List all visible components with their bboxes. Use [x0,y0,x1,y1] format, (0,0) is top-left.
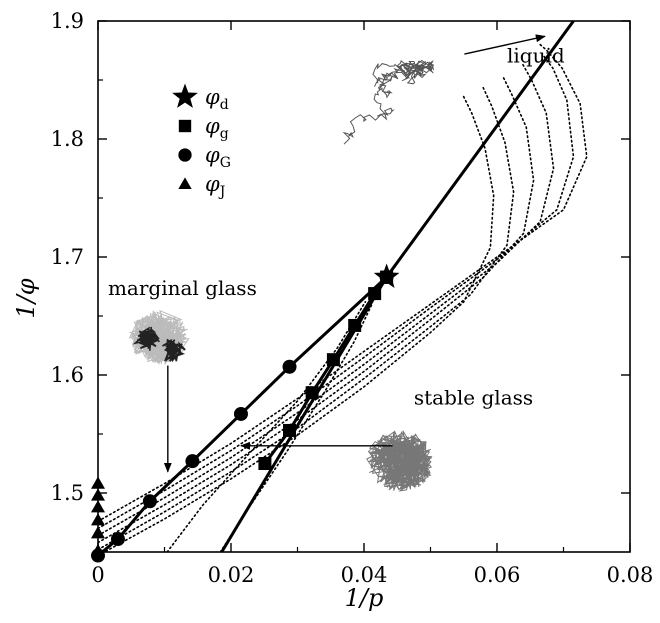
point-phi-G-1 [110,532,125,547]
y-tick-label-2: 1.7 [51,245,84,269]
point-phi-G-2 [142,494,157,509]
legend-label-G: φG [205,143,231,171]
x-tick-label-4: 0.08 [607,563,654,587]
point-phi-g-0 [258,457,272,470]
cage-cluster-1 [132,326,161,351]
point-phi-G-5 [282,359,297,374]
arrow-layer [163,34,546,473]
point-phi-g-4 [348,318,362,332]
point-phi-g-3 [326,353,340,367]
annotation-liquid: liquid [507,43,565,67]
series-line-glass-eos-8 [98,62,555,537]
legend-marker-circle [178,148,192,162]
x-tick-label-2: 0.04 [341,563,388,587]
trajectory-layer [128,59,435,492]
legend-label-d: φd [205,85,229,113]
legend-marker-square [178,119,192,133]
point-phi-g-1 [283,423,297,437]
axis-layer: 0 0.02 0.04 0.06 0.08 1.5 1.6 1.7 1.8 1.9 1/p 1/φ [12,9,653,612]
annotation-marginal-glass: marginal glass [108,276,257,300]
series-line-glass-eos-10 [98,43,588,523]
y-tick-label-0: 1.5 [51,481,84,505]
y-tick-label-1: 1.6 [51,363,84,387]
legend-marker-star [172,83,198,108]
series-line-glass-eos-6 [98,85,515,551]
x-tick-label-1: 0.02 [208,563,255,587]
y-tick-label-4: 1.9 [51,9,84,33]
legend-label-J: φJ [205,172,225,200]
point-phi-g-2 [305,386,319,400]
arrow-0 [464,34,546,55]
cage-cluster-2 [161,338,186,363]
series-line-glass-eos-7 [98,74,535,544]
annotation-stable-glass: stable glass [414,386,533,410]
point-phi-G-3 [185,454,200,469]
y-axis-title: 1/φ [12,278,40,318]
series-line-glass-eos-11 [166,301,367,552]
trajectory-marginal-glass [128,309,190,366]
cage-core [166,343,179,356]
y-tick-label-3: 1.8 [51,127,84,151]
point-phi-g-5 [368,287,382,301]
x-tick-label-3: 0.06 [474,563,521,587]
cage-core [141,332,154,345]
legend-marker-triangle [178,177,192,189]
legend-label-g: φg [205,114,229,142]
trajectory-liquid [342,59,435,145]
point-phi-G-6 [379,270,394,285]
point-phi-G-4 [233,406,248,421]
series-line-glass-eos-9 [98,53,575,530]
series-line-glass-eos-12 [219,303,373,552]
annotation-layer: liquid marginal glass stable glass [108,43,565,409]
trajectory-stable-glass [366,430,433,492]
x-axis-title: 1/p [345,584,384,612]
x-tick-label-0: 0 [91,563,104,587]
